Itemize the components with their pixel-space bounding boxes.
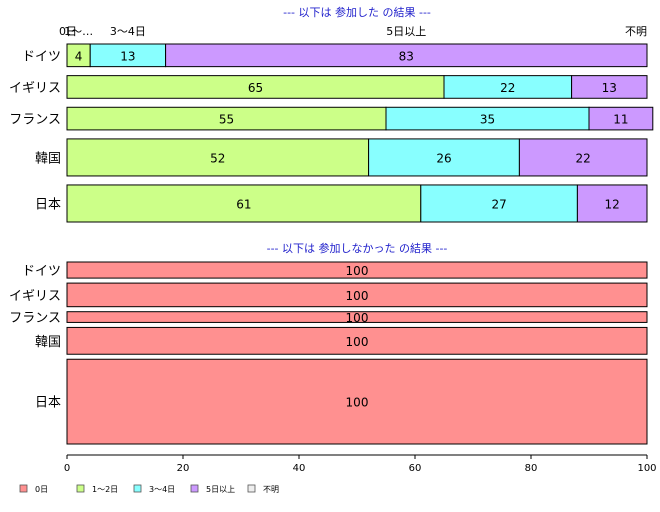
data-label: 11 — [613, 113, 628, 127]
legend-label: 0日 — [35, 485, 48, 494]
bar-segment — [165, 43, 648, 68]
bar-segment — [588, 106, 654, 131]
data-label: 4 — [75, 49, 83, 63]
legend-label: 3～4日 — [149, 485, 175, 494]
x-tick-label: 0 — [64, 463, 70, 474]
data-label: 100 — [346, 335, 369, 349]
top-category-label: 不明 — [625, 25, 647, 38]
x-tick-label: 20 — [177, 463, 190, 474]
data-label: 12 — [605, 197, 620, 211]
bar-segment — [66, 138, 370, 177]
bar-segment — [66, 358, 648, 445]
bar-segment — [66, 261, 648, 279]
legend-swatch — [76, 484, 85, 493]
legend-swatch — [133, 484, 142, 493]
data-label: 100 — [346, 311, 369, 325]
row-label: フランス — [9, 311, 61, 326]
data-label: 65 — [248, 81, 263, 95]
row-label: 韓国 — [35, 335, 61, 350]
row-label: フランス — [9, 113, 61, 128]
row-label: イギリス — [9, 81, 61, 96]
data-label: 27 — [491, 197, 506, 211]
bar-segment — [518, 138, 648, 177]
data-label: 100 — [346, 264, 369, 278]
legend-swatch — [247, 484, 256, 493]
row-label: ドイツ — [22, 264, 61, 279]
data-label: 100 — [346, 396, 369, 410]
row-label: 韓国 — [35, 151, 61, 166]
bar-segment — [576, 184, 648, 223]
data-label: 13 — [120, 49, 135, 63]
legend-swatch — [190, 484, 199, 493]
legend-label: 5日以上 — [206, 485, 235, 494]
top-category-label: 0日 — [59, 25, 77, 38]
top-category-label: 3～4日 — [110, 25, 146, 38]
top-category-label: 1～… — [64, 25, 93, 38]
data-label: 52 — [210, 151, 225, 165]
bar-segment — [66, 311, 648, 323]
top-category-label: 5日以上 — [386, 25, 426, 38]
bar-segment — [66, 326, 648, 355]
data-label: 61 — [236, 197, 251, 211]
data-label: 22 — [576, 151, 591, 165]
legend-swatch — [19, 484, 28, 493]
bar-segment — [66, 184, 422, 223]
data-label: 55 — [219, 113, 234, 127]
x-tick-label: 60 — [409, 463, 422, 474]
row-label: ドイツ — [22, 49, 61, 64]
legend-label: 不明 — [263, 485, 279, 494]
row-label: 日本 — [35, 396, 61, 411]
panel-title: --- 以下は 参加した の結果 --- — [283, 5, 431, 19]
data-label: 83 — [399, 49, 414, 63]
row-label: イギリス — [9, 289, 61, 304]
bar-segment — [66, 282, 648, 308]
x-tick-label: 100 — [637, 463, 656, 474]
panel-title: --- 以下は 参加しなかった の結果 --- — [267, 241, 448, 255]
data-label: 35 — [480, 113, 495, 127]
x-tick-label: 40 — [293, 463, 306, 474]
bar-segment — [571, 75, 648, 99]
data-label: 13 — [602, 81, 617, 95]
data-label: 100 — [346, 289, 369, 303]
row-label: 日本 — [35, 197, 61, 212]
data-label: 22 — [500, 81, 515, 95]
data-label: 26 — [436, 151, 451, 165]
legend-label: 1～2日 — [92, 485, 118, 494]
x-tick-label: 80 — [525, 463, 538, 474]
